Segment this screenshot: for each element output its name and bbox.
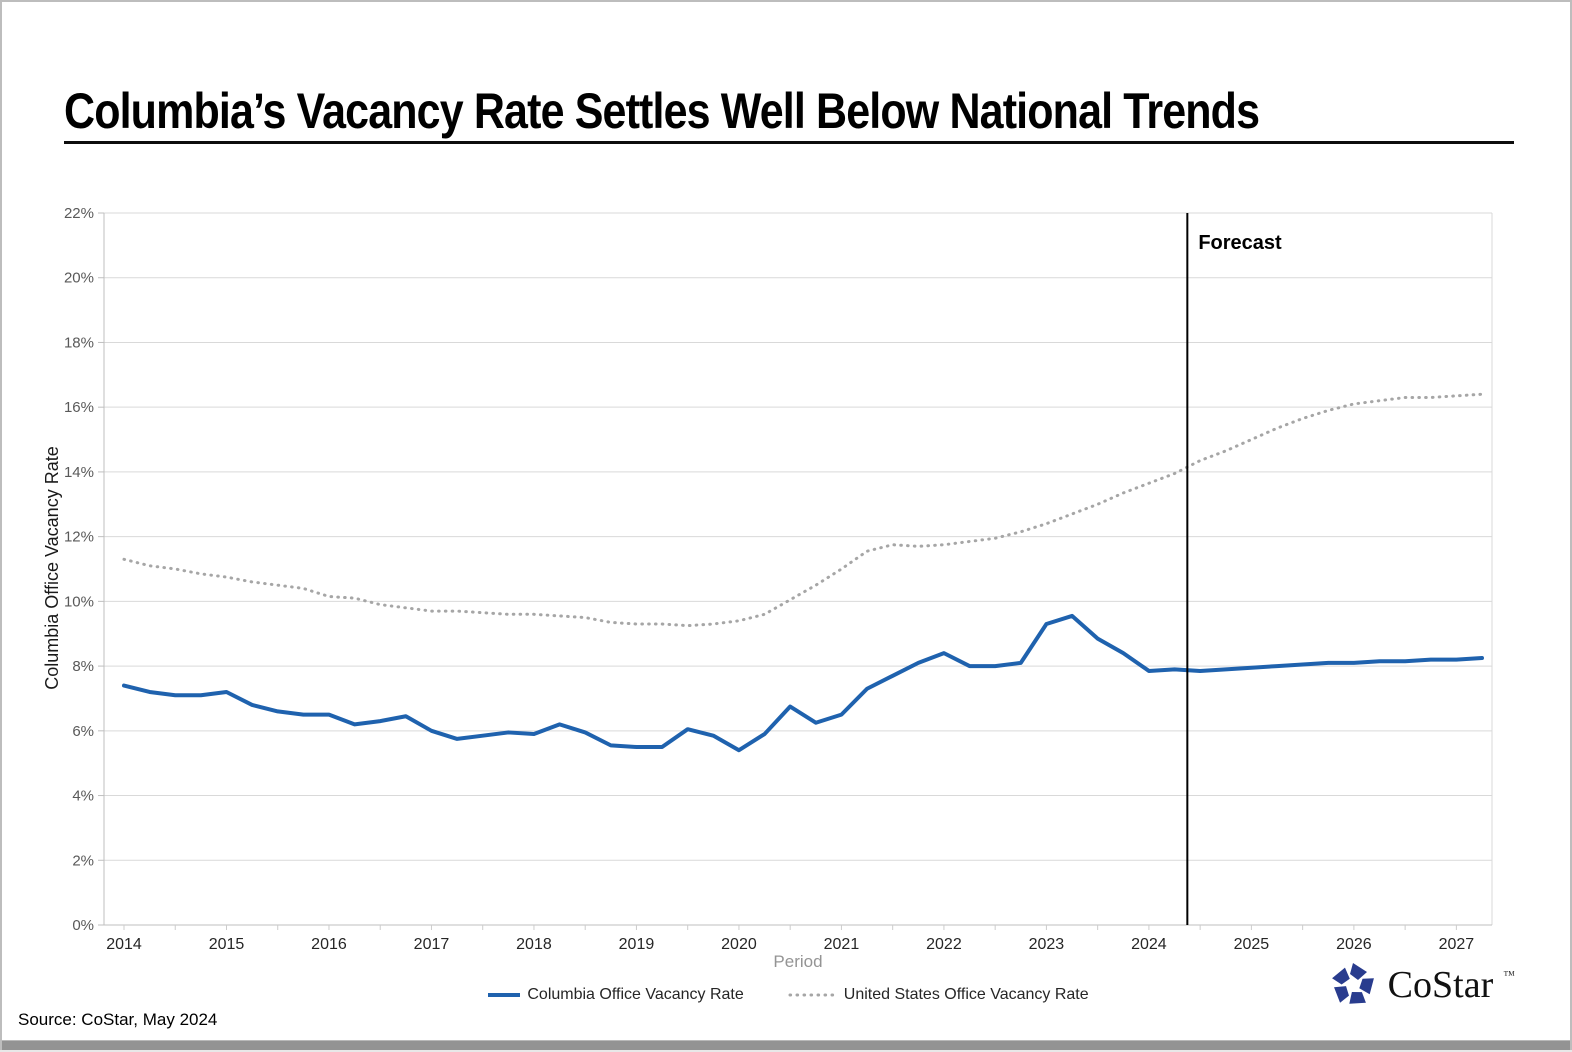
- legend: Columbia Office Vacancy Rate United Stat…: [2, 986, 1572, 1004]
- x-tick-label: 2023: [1029, 936, 1065, 953]
- x-tick-label: 2026: [1336, 936, 1372, 953]
- legend-label-us: United States Office Vacancy Rate: [843, 986, 1089, 1003]
- y-tick-label: 0%: [72, 917, 94, 934]
- y-tick-label: 16%: [64, 399, 94, 416]
- x-tick-label: 2024: [1131, 936, 1167, 953]
- title-underline: [64, 141, 1514, 144]
- x-tick-label: 2021: [824, 936, 860, 953]
- dotted-line-swatch-icon: [788, 993, 838, 997]
- y-tick-label: 12%: [64, 529, 94, 546]
- y-tick-label: 2%: [72, 852, 94, 869]
- costar-logo: CoStar ™: [1328, 960, 1515, 1012]
- x-axis-title: Period: [773, 952, 823, 971]
- source-note: Source: CoStar, May 2024: [18, 1010, 218, 1029]
- y-tick-label: 18%: [64, 334, 94, 351]
- x-tick-label: 2016: [311, 936, 347, 953]
- x-tick-label: 2020: [721, 936, 757, 953]
- x-tick-label: 2015: [209, 936, 245, 953]
- y-axis-title: Columbia Office Vacancy Rate: [42, 446, 62, 690]
- y-tick-label: 14%: [64, 464, 94, 481]
- legend-label-columbia: Columbia Office Vacancy Rate: [527, 986, 744, 1003]
- legend-item-us: United States Office Vacancy Rate: [788, 986, 1089, 1004]
- bottom-edge: [2, 1040, 1570, 1050]
- page-title: Columbia’s Vacancy Rate Settles Well Bel…: [64, 83, 1260, 139]
- x-tick-label: 2022: [926, 936, 962, 953]
- y-tick-label: 22%: [64, 205, 94, 222]
- x-tick-label: 2025: [1234, 936, 1270, 953]
- solid-line-swatch-icon: [488, 993, 521, 997]
- x-tick-label: 2019: [619, 936, 655, 953]
- y-tick-label: 8%: [72, 658, 94, 675]
- trademark-symbol: ™: [1503, 968, 1515, 982]
- forecast-label: Forecast: [1198, 232, 1282, 254]
- y-tick-label: 20%: [64, 270, 94, 287]
- x-tick-label: 2014: [106, 936, 142, 953]
- costar-pinwheel-icon: [1331, 963, 1374, 1004]
- legend-item-columbia: Columbia Office Vacancy Rate: [487, 986, 744, 1004]
- columbia-vacancy-line: [122, 613, 1484, 753]
- x-tick-label: 2017: [414, 936, 450, 953]
- us-vacancy-line: [122, 392, 1484, 628]
- costar-wordmark: CoStar: [1387, 964, 1494, 1006]
- x-tick-label: 2027: [1439, 936, 1475, 953]
- y-tick-label: 10%: [64, 593, 94, 610]
- x-tick-label: 2018: [516, 936, 552, 953]
- y-tick-label: 6%: [72, 723, 94, 740]
- y-tick-label: 4%: [72, 788, 94, 805]
